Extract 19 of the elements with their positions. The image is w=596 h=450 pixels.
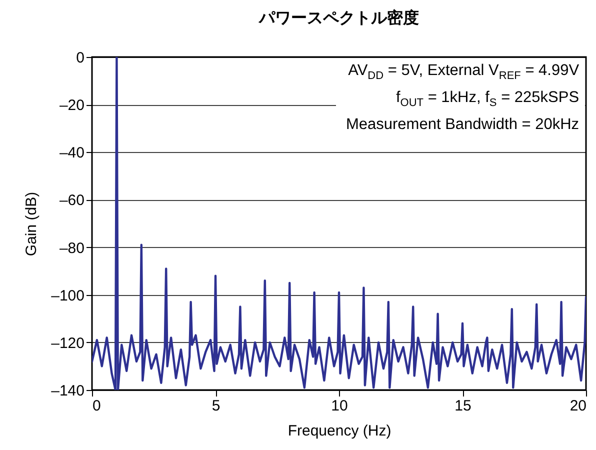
y-tick-label: –80 bbox=[59, 240, 84, 257]
y-axis-title: Gain (dB) bbox=[23, 192, 40, 256]
y-tick-label: 0 bbox=[76, 50, 84, 66]
x-tick-label: 20 bbox=[570, 398, 586, 414]
annotation: f$_{OUT}$ = 1kHz, f$_{S}$ = 225kSPS bbox=[396, 89, 580, 110]
y-tick-label: –120 bbox=[51, 334, 84, 352]
x-tick-label: 0 bbox=[92, 398, 101, 414]
y-tick-label: –40 bbox=[59, 144, 84, 162]
annotation: AV$_{DD}$ = 5V, External V$_{REF}$ = 4.99V bbox=[348, 62, 580, 82]
y-tick-label: –20 bbox=[59, 97, 84, 114]
y-tick-label: –100 bbox=[51, 287, 84, 304]
x-tick-label: 15 bbox=[454, 398, 472, 414]
chart-title: パワースペクトル密度 bbox=[258, 8, 419, 27]
annotation: Measurement Bandwidth = 20kHz bbox=[346, 116, 580, 134]
y-tick-label: –140 bbox=[51, 382, 84, 400]
x-axis-title: Frequency (Hz) bbox=[288, 422, 392, 440]
x-tick-label: 5 bbox=[212, 398, 220, 414]
x-tick-label: 10 bbox=[331, 398, 348, 414]
y-tick-label: –60 bbox=[59, 192, 84, 210]
